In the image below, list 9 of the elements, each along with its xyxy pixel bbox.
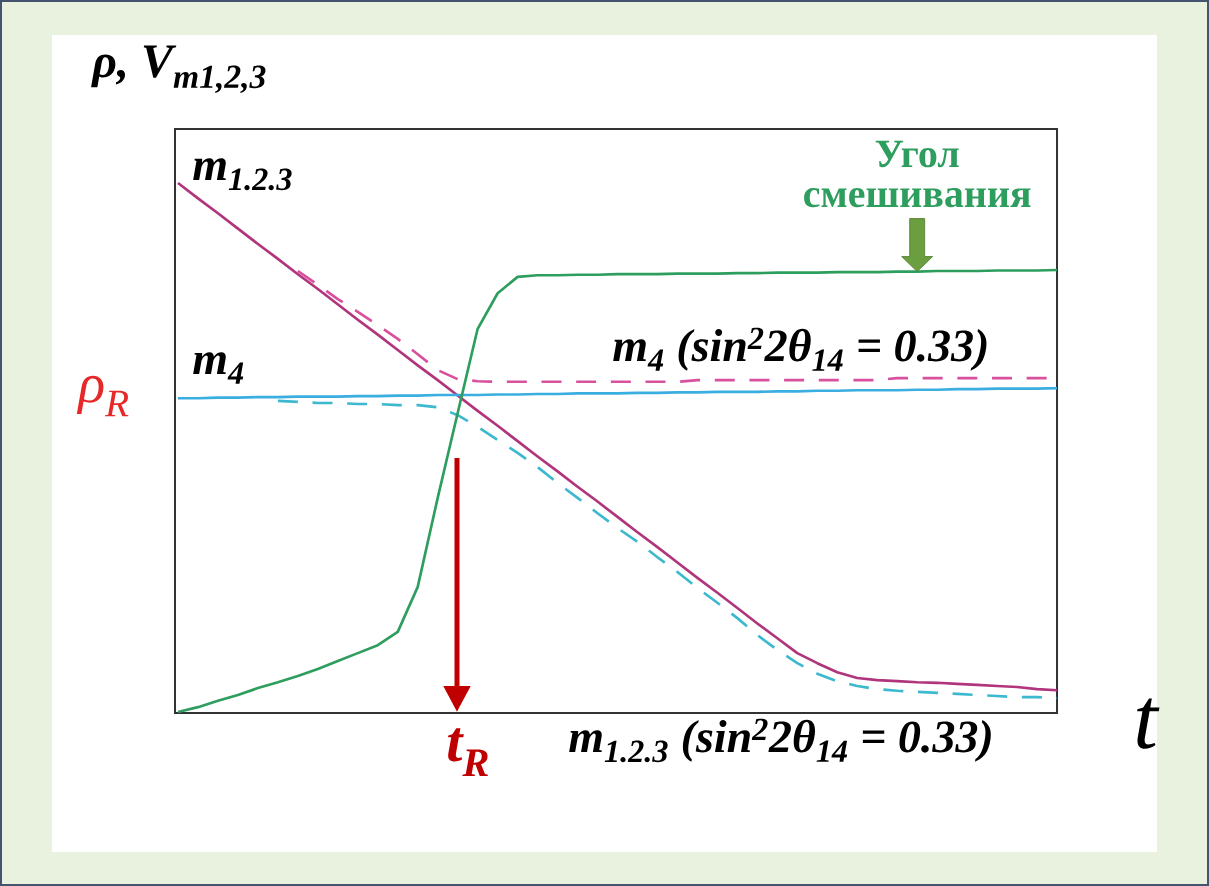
text: ρ$_{R}$ — [76, 375, 129, 417]
x-axis-title: t — [1137, 698, 1160, 749]
y-axis-title: ρ, V$_{m1,2,3}$ — [91, 45, 266, 94]
series-label: Угол смешивания — [804, 140, 1031, 208]
text: t$_{R}$ — [448, 728, 488, 777]
series-label: m$_{1.2.3}$ (sin$^{2}$2θ$_{14}$ = 0.33) — [569, 718, 991, 763]
series-label: m$_{4}$ (sin$^{2}$2θ$_{14}$ = 0.33) — [613, 327, 987, 371]
series-label: m$_{1.2.3}$ — [193, 158, 292, 191]
series-label: m$_{4}$ — [193, 352, 244, 384]
